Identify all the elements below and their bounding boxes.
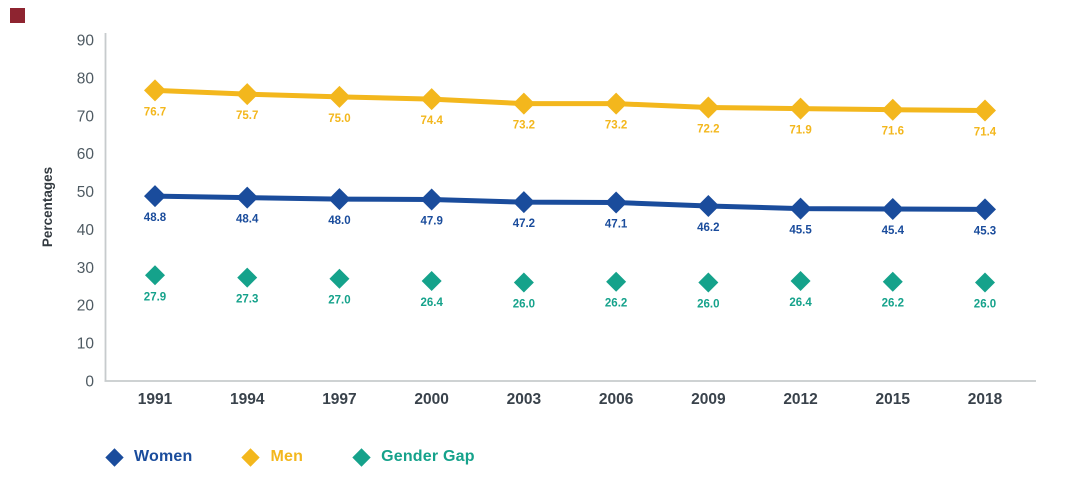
gender-gap-marker (882, 271, 903, 292)
x-tick-label: 2012 (783, 391, 817, 408)
x-tick-label: 1997 (322, 391, 356, 408)
men-data-label: 71.9 (789, 125, 811, 137)
women-marker (144, 185, 166, 208)
legend-label-men: Men (270, 448, 304, 465)
women-data-label: 45.3 (974, 225, 996, 237)
men-marker (236, 83, 259, 106)
y-tick-label: 90 (77, 33, 95, 50)
corner-marker (10, 8, 25, 23)
men-marker (974, 99, 996, 122)
series-line-women (152, 193, 988, 212)
men-data-label: 74.4 (420, 115, 443, 127)
women-data-label: 47.9 (420, 216, 442, 228)
men-marker (512, 92, 535, 115)
y-tick-label: 60 (77, 146, 95, 163)
x-tick-label: 2009 (691, 391, 726, 408)
gender-gap-data-label: 26.2 (882, 298, 904, 310)
gender-gap-marker (975, 272, 995, 293)
gender-gap-marker (329, 268, 350, 289)
men-marker (328, 85, 351, 108)
women-legend-diamond-icon (105, 447, 124, 467)
gender-gap-data-label: 26.4 (789, 297, 812, 309)
gender-gap-data-label: 26.0 (697, 298, 719, 310)
gender-gap-data-label: 27.9 (144, 291, 166, 303)
men-marker (789, 97, 812, 120)
chart-canvas: Percentages 90 80 70 60 50 40 30 20 10 0 1991 1994 1… (40, 33, 1036, 408)
legend-item-men: Men (241, 447, 304, 467)
women-data-label: 45.5 (789, 225, 812, 237)
gender-gap-marker (606, 271, 627, 292)
women-marker (420, 188, 443, 211)
gender-gap-data-label: 26.0 (513, 298, 535, 310)
y-axis-title: Percentages (40, 167, 55, 247)
women-marker (789, 197, 812, 220)
women-data-label: 45.4 (882, 225, 905, 237)
men-data-label: 73.2 (513, 120, 535, 132)
women-data-label: 47.2 (513, 218, 535, 230)
women-marker (881, 197, 904, 220)
women-data-label: 48.0 (328, 215, 350, 227)
legend-label-women: Women (134, 448, 193, 465)
men-data-label: 73.2 (605, 120, 627, 132)
y-tick-label: 80 (77, 70, 95, 87)
gender-gap-data-label: 26.2 (605, 298, 627, 310)
men-data-label: 71.6 (882, 126, 904, 138)
men-data-label: 71.4 (974, 126, 997, 138)
x-tick-label: 2015 (876, 391, 911, 408)
legend-item-gender-gap: Gender Gap (352, 447, 475, 467)
men-marker (605, 92, 628, 115)
y-tick-label: 30 (77, 260, 95, 277)
women-data-label: 48.8 (144, 212, 167, 224)
legend-label-gender-gap: Gender Gap (381, 448, 475, 465)
men-marker (144, 79, 166, 102)
women-marker (328, 188, 351, 211)
men-data-label: 75.0 (328, 113, 350, 125)
women-marker (236, 186, 259, 209)
women-marker (974, 198, 996, 221)
x-tick-label: 2000 (414, 391, 448, 408)
x-tick-label: 2006 (599, 391, 634, 408)
y-tick-label: 10 (77, 336, 95, 353)
y-tick-label: 50 (77, 184, 95, 201)
gender-gap-marker (790, 270, 811, 291)
women-data-label: 48.4 (236, 214, 259, 226)
legend: Women Men Gender Gap (105, 447, 475, 467)
y-tick-label: 40 (77, 222, 95, 239)
gender-gap-marker (698, 272, 719, 293)
x-tick-label: 2018 (968, 391, 1003, 408)
series-line-men (152, 87, 988, 113)
gender-gap-marker (513, 272, 534, 293)
women-marker (605, 191, 628, 214)
x-tick-label: 1991 (138, 391, 173, 408)
men-marker (697, 96, 720, 119)
men-data-label: 75.7 (236, 110, 258, 122)
legend-item-women: Women (105, 447, 193, 467)
gender-gap-marker (421, 270, 442, 291)
x-tick-label: 2003 (507, 391, 542, 408)
gender-gap-marker (237, 267, 258, 288)
y-tick-label: 20 (77, 298, 95, 315)
men-legend-diamond-icon (241, 447, 261, 467)
y-tick-label: 0 (85, 374, 94, 391)
women-marker (697, 194, 720, 217)
x-tick-label: 1994 (230, 391, 265, 408)
men-data-label: 76.7 (144, 106, 166, 118)
gender-gap-data-label: 26.0 (974, 298, 996, 310)
gender-gap-data-label: 27.3 (236, 294, 258, 306)
men-data-label: 72.2 (697, 123, 719, 135)
men-marker (420, 88, 443, 111)
men-marker (881, 98, 904, 121)
gender-gap-marker (145, 265, 165, 286)
gender-gap-legend-diamond-icon (352, 447, 371, 467)
gender-gap-data-label: 26.4 (420, 297, 443, 309)
gender-gap-data-label: 27.0 (328, 295, 350, 307)
women-marker (512, 191, 535, 214)
women-data-label: 47.1 (605, 219, 628, 231)
y-tick-label: 70 (77, 108, 95, 125)
women-data-label: 46.2 (697, 222, 719, 234)
